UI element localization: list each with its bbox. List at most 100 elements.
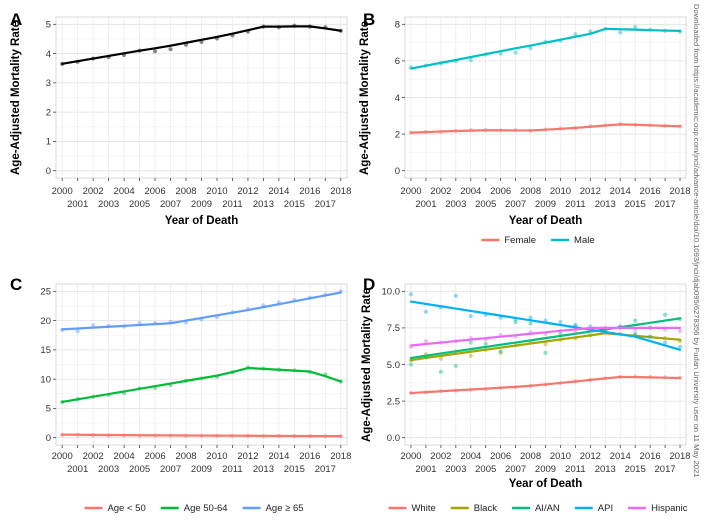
panel-d-series-api-line xyxy=(409,300,682,351)
panel-c-x-tick-label: 2004 xyxy=(114,451,135,462)
panel-b-series-male-point xyxy=(528,46,533,51)
panel-d-series-hispanic-line xyxy=(409,326,682,347)
panel-c-y-tick-label: 10 xyxy=(40,374,51,385)
panel-d-legend: White Black AI/AN API Hispanic xyxy=(388,503,688,514)
panel-a-y-tick-label: 5 xyxy=(46,20,51,31)
panel-a-letter: A xyxy=(10,10,22,29)
panel-a-y-tick-label: 2 xyxy=(46,107,51,118)
panel-a-x-tick-label: 2009 xyxy=(191,199,212,210)
panel-b-x-tick-label: 2011 xyxy=(565,199,585,210)
panel-d-series-api-point xyxy=(528,315,533,320)
panel-d-x-tick-label: 2008 xyxy=(520,451,541,462)
panel-a-series-0 xyxy=(60,23,343,66)
panel-d-legend-item-ai-an: AI/AN xyxy=(511,503,560,514)
panel-d-x-tick-label: 2001 xyxy=(415,464,436,475)
panel-d-x-tick-label: 2004 xyxy=(460,451,481,462)
panel-a-x-tick-label: 2012 xyxy=(237,186,258,197)
panel-b-x-tick-label: 2009 xyxy=(535,199,556,210)
download-watermark: Downloaded from https://academic.oup.com… xyxy=(692,4,701,477)
panel-b-x-axis-title: Year of Death xyxy=(509,215,583,227)
panel-c-series-age-50-64-line xyxy=(61,366,342,404)
panel-d-series-black-point xyxy=(543,341,548,347)
panel-d-x-tick-label: 2007 xyxy=(505,464,526,475)
panel-c-x-tick-label: 2007 xyxy=(160,464,181,475)
panel-b: 0 2 4 6 8 2000 2001 2002 2003 2004 2005 2006 2007 200… xyxy=(359,10,691,246)
panel-d-x-tick-label: 2017 xyxy=(655,464,676,475)
panel-c-x-tick-label: 2011 xyxy=(222,464,242,475)
panel-a-y-tick-label: 1 xyxy=(46,137,51,148)
panel-b-x-tick-label: 2006 xyxy=(490,186,511,197)
panel-c-legend-item-age-50-label: Age < 50 xyxy=(107,503,145,514)
panel-c-x-tick-label: 2016 xyxy=(299,451,320,462)
panel-c-letter: C xyxy=(10,275,22,294)
panel-b-series-male xyxy=(408,24,683,70)
panel-d-series-api-point xyxy=(408,292,414,297)
panel-b-x-tick-label: 2007 xyxy=(505,199,526,210)
panel-d-series-api-point xyxy=(648,334,653,339)
panel-d-legend-item-api-label: API xyxy=(598,503,613,514)
panel-b-x-tick-label: 2008 xyxy=(520,186,541,197)
panel-d-series-api xyxy=(408,292,683,351)
panel-d-series-black-point xyxy=(498,350,503,355)
panel-d-x-tick-label: 2000 xyxy=(400,451,421,462)
panel-d-series-api-point xyxy=(468,314,473,319)
panel-a-y-tick-label: 4 xyxy=(46,49,51,60)
panel-a-x-tick-label: 2011 xyxy=(222,199,242,210)
panel-b-x-tick-label: 2018 xyxy=(669,186,690,197)
panel-a-x-tick-label: 2010 xyxy=(206,186,227,197)
panel-b-series-male-point xyxy=(633,24,638,30)
panel-d-y-tick-label: 0.0 xyxy=(387,433,400,444)
panel-d-series-ai-an-point xyxy=(453,363,458,369)
panel-d-y-axis-title: Age-Adjusted Mortality Rate xyxy=(361,288,373,442)
panel-b-x-tick-label: 2004 xyxy=(460,186,481,197)
panel-d-legend-item-hispanic: Hispanic xyxy=(628,503,688,514)
panel-d-legend-item-black-label: Black xyxy=(474,503,497,514)
panel-d-x-tick-label: 2003 xyxy=(445,464,466,475)
panel-d-y-tick-label: 10.0 xyxy=(382,287,401,298)
panel-d-series-ai-an-point xyxy=(528,321,533,326)
panel-a-x-tick-label: 2013 xyxy=(253,199,274,210)
panel-c-series-age-50-line xyxy=(61,433,342,438)
panel-a-y-axis-title: Age-Adjusted Mortality Rate xyxy=(10,21,22,175)
panel-c-x-tick-label: 2015 xyxy=(284,464,305,475)
panel-d-series-hispanic-point xyxy=(573,330,578,335)
panel-b-y-tick-label: 4 xyxy=(395,93,400,104)
panel-c-x-tick-label: 2017 xyxy=(315,464,336,475)
panel-d-x-tick-label: 2002 xyxy=(430,451,451,462)
panel-a-x-axis-title: Year of Death xyxy=(165,215,239,227)
panel-c-x-tick-label: 2009 xyxy=(191,464,212,475)
panel-b-legend-item-male: Male xyxy=(551,235,595,246)
panel-d-x-tick-label: 2014 xyxy=(610,451,631,462)
panel-b-legend-item-female: Female xyxy=(481,235,536,246)
panel-c-y-tick-label: 15 xyxy=(40,345,51,356)
panel-c-series-age-50 xyxy=(60,432,343,439)
panel-d: 0.0 2.5 5.0 7.5 10.0 2000 2001 2002 2003 2004 2005… xyxy=(361,275,691,514)
panel-c-x-tick-label: 2014 xyxy=(268,451,289,462)
panel-b-y-tick-label: 0 xyxy=(395,166,400,177)
panel-b-x-tick-label: 2014 xyxy=(610,186,631,197)
panel-a-x-tick-label: 2005 xyxy=(129,199,150,210)
panel-a-x-tick-label: 2001 xyxy=(67,199,88,210)
panel-a-x-tick-label: 2000 xyxy=(52,186,73,197)
panel-b-x-tick-label: 2002 xyxy=(430,186,451,197)
panel-c-x-tick-label: 2000 xyxy=(52,451,73,462)
panel-d-series-black-point xyxy=(438,356,443,361)
panel-c-x-tick-label: 2001 xyxy=(67,464,88,475)
panel-d-series-api-point xyxy=(662,340,668,345)
panel-b-series-male-point xyxy=(513,50,518,55)
panel-c-x-tick-label: 2010 xyxy=(206,451,227,462)
panel-d-x-tick-label: 2018 xyxy=(669,451,690,462)
panel-c-series-age-65-point xyxy=(91,323,96,328)
panel-c-legend-item-age-50-64-label: Age 50-64 xyxy=(184,503,228,514)
panel-a-x-tick-label: 2017 xyxy=(315,199,336,210)
panel-d-y-tick-label: 2.5 xyxy=(387,396,400,407)
panel-b-y-tick-label: 6 xyxy=(395,56,400,67)
panel-b-x-tick-label: 2017 xyxy=(655,199,676,210)
panel-b-series-male-point xyxy=(468,57,473,63)
panel-a-x-tick-label: 2003 xyxy=(98,199,119,210)
panel-c-y-tick-label: 20 xyxy=(40,316,51,327)
panel-c-series-age-65-point xyxy=(75,329,80,334)
panel-a-x-tick-label: 2004 xyxy=(114,186,135,197)
panel-b-x-tick-label: 2015 xyxy=(625,199,646,210)
panel-c-x-tick-label: 2003 xyxy=(98,464,119,475)
